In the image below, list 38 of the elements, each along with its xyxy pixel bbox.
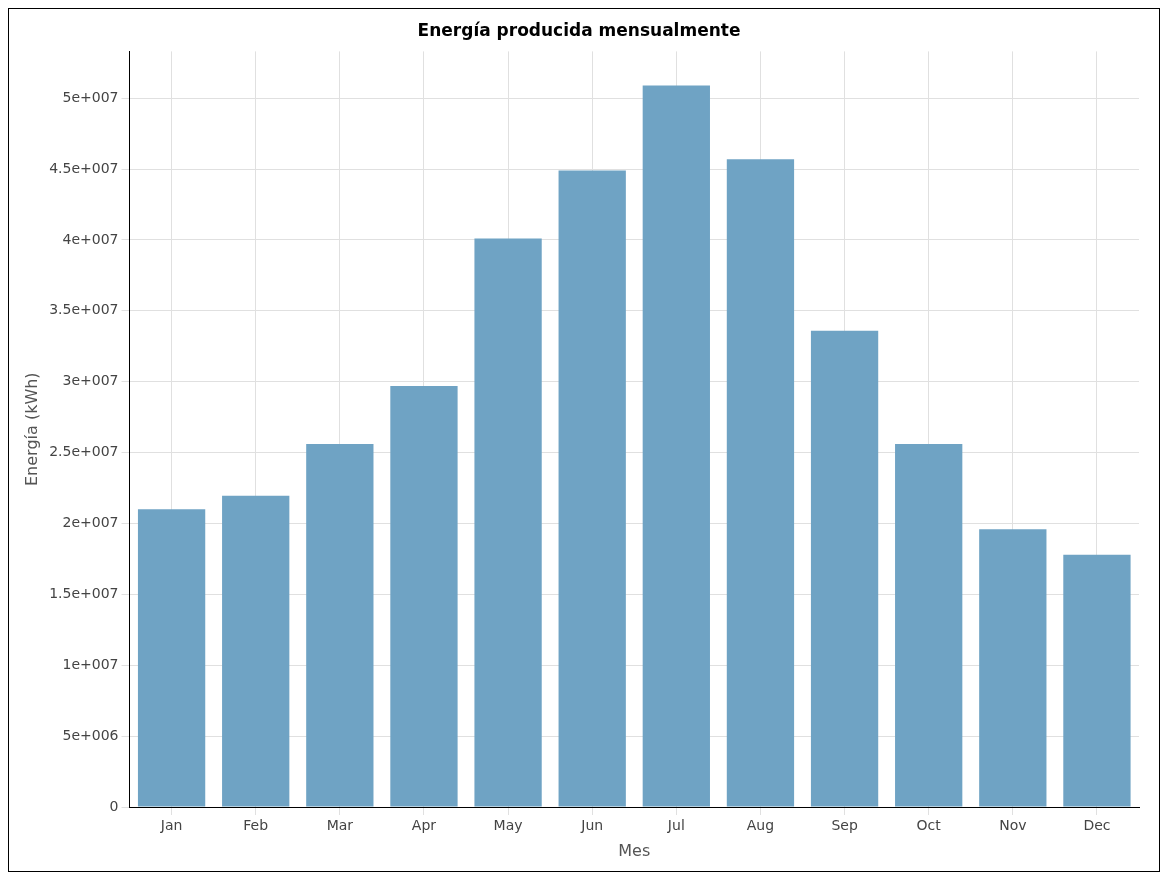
y-tick-label: 4.5e+007 <box>49 159 119 176</box>
x-tick-label: Dec <box>1083 817 1111 834</box>
x-tick-label: Jul <box>666 817 685 834</box>
bar <box>474 238 542 807</box>
y-tick-label: 3.5e+007 <box>49 301 119 318</box>
bar <box>306 444 374 807</box>
bar <box>979 529 1047 807</box>
bar <box>1063 554 1131 807</box>
bar <box>390 385 458 807</box>
x-tick-label: May <box>493 817 523 834</box>
bar <box>642 85 710 807</box>
x-axis-title: Mes <box>618 840 651 860</box>
y-tick-label: 1.5e+007 <box>49 585 119 601</box>
x-tick-label: Jan <box>159 817 183 834</box>
bar <box>726 159 795 807</box>
bar <box>558 170 626 807</box>
x-tick-label: Sep <box>831 817 858 834</box>
x-tick-label: Apr <box>411 817 437 834</box>
y-tick-label: 0 <box>109 797 119 814</box>
y-tick-label: 4e+007 <box>62 230 119 247</box>
x-tick-label: Nov <box>999 817 1027 834</box>
bar <box>222 495 290 807</box>
x-tick-label: Jun <box>580 817 604 834</box>
y-tick-label: 3e+007 <box>62 372 119 389</box>
y-axis-title: Energía (kWh) <box>21 372 41 486</box>
chart-title: Energía producida mensualmente <box>417 19 741 40</box>
y-tick-label: 2.5e+007 <box>49 443 119 460</box>
bar <box>895 444 963 807</box>
y-tick-label: 1e+007 <box>62 655 119 672</box>
bar <box>137 509 206 807</box>
x-tick-label: Feb <box>243 817 269 834</box>
x-tick-label: Oct <box>916 817 942 834</box>
bar <box>810 330 879 807</box>
x-tick-label: Aug <box>746 817 775 834</box>
y-tick-label: 2e+007 <box>62 514 119 531</box>
y-tick-label: 5e+007 <box>62 88 119 105</box>
y-tick-label: 5e+006 <box>62 726 119 743</box>
x-tick-label: Mar <box>326 817 354 834</box>
